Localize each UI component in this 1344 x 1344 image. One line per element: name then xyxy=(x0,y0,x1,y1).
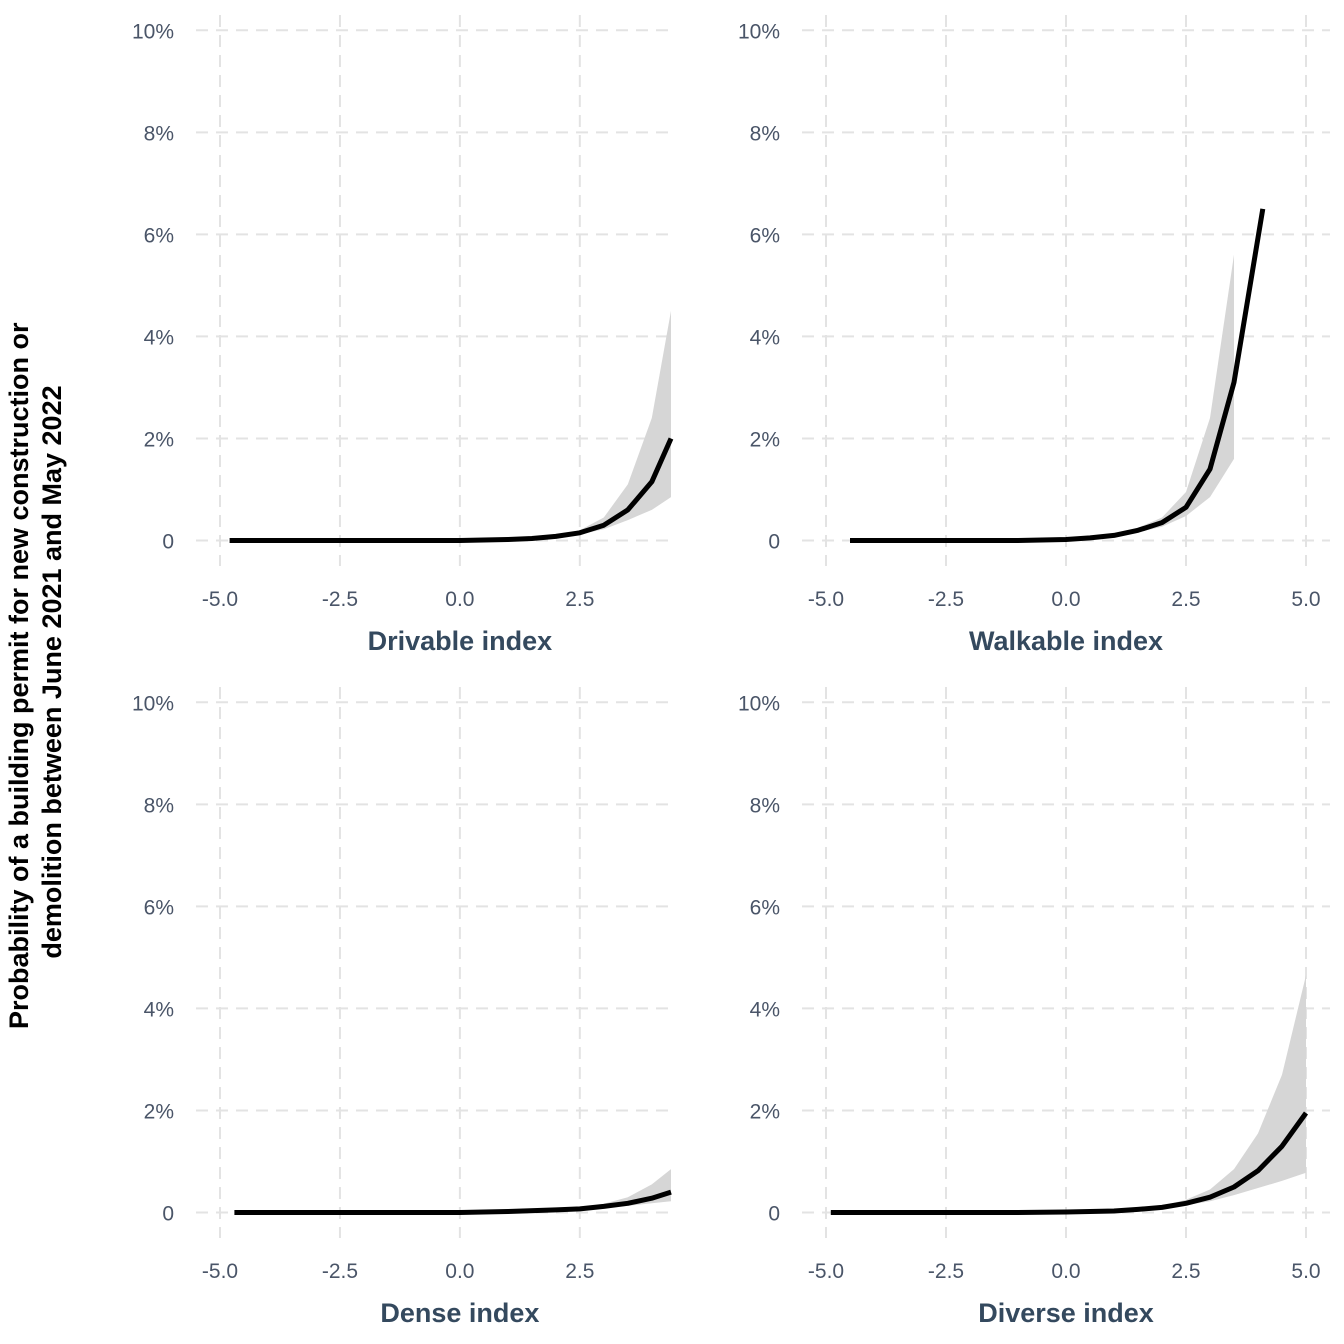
drivable-x-axis-title: Drivable index xyxy=(368,626,553,656)
diverse-y-tick-label: 8% xyxy=(750,794,780,817)
diverse-x-tick-label: 5.0 xyxy=(1291,1260,1320,1283)
walkable-y-tick-label: 2% xyxy=(750,428,780,451)
dense-x-tick-label: 0.0 xyxy=(445,1260,474,1283)
dense-panel: 0 2% 4% 6% 8% 10% -5.0 -2.5 0.0 2.5 Dense index xyxy=(132,687,672,1328)
diverse-x-tick-label: -2.5 xyxy=(928,1260,964,1283)
dense-y-tick-label: 6% xyxy=(144,896,174,919)
diverse-panel: 0 2% 4% 6% 8% 10% -5.0 -2.5 0.0 2.5 5.0 Diverse ind… xyxy=(738,687,1330,1328)
diverse-x-tick-label: -5.0 xyxy=(808,1260,844,1283)
drivable-x-tick-label: -5.0 xyxy=(202,588,238,611)
walkable-panel: 0 2% 4% 6% 8% 10% -5.0 -2.5 0.0 2.5 5.0 Walkable in… xyxy=(738,15,1330,656)
diverse-x-axis-title: Diverse index xyxy=(978,1298,1154,1328)
drivable-x-tick-label: -2.5 xyxy=(322,588,358,611)
walkable-y-tick-label: 6% xyxy=(750,224,780,247)
walkable-x-tick-label: 0.0 xyxy=(1051,588,1080,611)
drivable-y-tick-label: 0 xyxy=(162,530,174,553)
drivable-estimate-line xyxy=(229,437,674,543)
drivable-y-tick-label: 10% xyxy=(132,20,174,43)
drivable-y-tick-label: 2% xyxy=(144,428,174,451)
panels: 0 2% 4% 6% 8% 10% -5.0 -2.5 0.0 2.5 Drivable index… xyxy=(132,15,1330,1328)
diverse-x-tick-label: 2.5 xyxy=(1171,1260,1200,1283)
walkable-y-tick-label: 8% xyxy=(750,122,780,145)
diverse-y-tick-label: 2% xyxy=(750,1100,780,1123)
dense-y-tick-label: 4% xyxy=(144,998,174,1021)
drivable-x-tick-label: 2.5 xyxy=(565,588,594,611)
y-axis-title-line-1: Probability of a building permit for new… xyxy=(4,322,34,1029)
walkable-confidence-band xyxy=(850,254,1234,541)
dense-estimate-line xyxy=(234,1189,672,1215)
drivable-confidence-band xyxy=(229,310,671,541)
drivable-y-tick-label: 8% xyxy=(144,122,174,145)
dense-x-axis-title: Dense index xyxy=(380,1298,539,1328)
diverse-y-tick-label: 0 xyxy=(768,1202,780,1225)
walkable-x-tick-label: -2.5 xyxy=(928,588,964,611)
diverse-estimate-line xyxy=(830,1111,1309,1215)
walkable-x-tick-label: -5.0 xyxy=(808,588,844,611)
walkable-x-tick-label: 5.0 xyxy=(1291,588,1320,611)
walkable-y-tick-label: 10% xyxy=(738,20,780,43)
dense-x-tick-label: 2.5 xyxy=(565,1260,594,1283)
drivable-panel: 0 2% 4% 6% 8% 10% -5.0 -2.5 0.0 2.5 Drivable index xyxy=(132,15,674,656)
diverse-x-tick-label: 0.0 xyxy=(1051,1260,1080,1283)
drivable-x-tick-label: 0.0 xyxy=(445,588,474,611)
walkable-estimate-line xyxy=(850,208,1266,543)
walkable-y-tick-label: 0 xyxy=(768,530,780,553)
dense-y-tick-label: 10% xyxy=(132,692,174,715)
walkable-x-axis-title: Walkable index xyxy=(969,626,1163,656)
dense-x-tick-label: -2.5 xyxy=(322,1260,358,1283)
diverse-confidence-band xyxy=(830,975,1306,1213)
drivable-y-tick-label: 4% xyxy=(144,326,174,349)
diverse-y-tick-label: 10% xyxy=(738,692,780,715)
dense-y-tick-label: 8% xyxy=(144,794,174,817)
drivable-y-tick-label: 6% xyxy=(144,224,174,247)
dense-x-tick-label: -5.0 xyxy=(202,1260,238,1283)
y-axis-title: Probability of a building permit for new… xyxy=(4,315,67,1029)
dense-y-tick-label: 0 xyxy=(162,1202,174,1225)
walkable-y-tick-label: 4% xyxy=(750,326,780,349)
y-axis-title-line-2: demolition between June 2021 and May 202… xyxy=(37,385,67,958)
diverse-y-tick-label: 4% xyxy=(750,998,780,1021)
dense-y-tick-label: 2% xyxy=(144,1100,174,1123)
walkable-x-tick-label: 2.5 xyxy=(1171,588,1200,611)
diverse-y-tick-label: 6% xyxy=(750,896,780,919)
